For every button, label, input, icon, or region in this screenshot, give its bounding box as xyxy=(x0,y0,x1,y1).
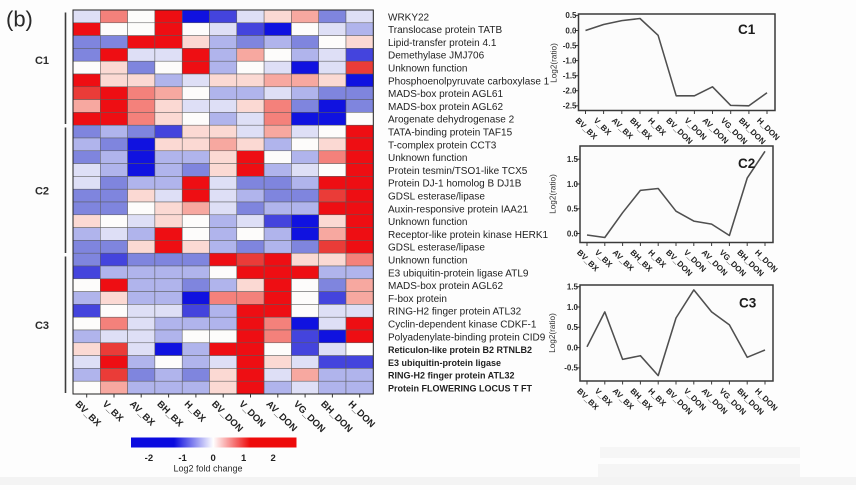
svg-text:-2.5: -2.5 xyxy=(563,102,577,111)
svg-text:C1: C1 xyxy=(738,22,756,37)
svg-text:Receptor-like protein kinase H: Receptor-like protein kinase HERK1 xyxy=(388,230,549,241)
svg-text:MADS-box protein AGL62: MADS-box protein AGL62 xyxy=(388,281,503,292)
svg-text:Phosphoenolpyruvate carboxylas: Phosphoenolpyruvate carboxylase 1 xyxy=(388,76,550,87)
svg-text:-0.5: -0.5 xyxy=(563,41,577,50)
svg-text:T-complex protein CCT3: T-complex protein CCT3 xyxy=(388,140,497,151)
svg-text:Reticulon-like protein B2 RTNL: Reticulon-like protein B2 RTNLB2 xyxy=(388,345,532,355)
svg-text:GDSL esterase/lipase: GDSL esterase/lipase xyxy=(388,243,485,254)
svg-text:TATA-binding protein TAF15: TATA-binding protein TAF15 xyxy=(388,128,513,139)
svg-text:2: 2 xyxy=(271,453,276,464)
svg-text:Cyclin-dependent kinase CDKF-1: Cyclin-dependent kinase CDKF-1 xyxy=(388,320,537,331)
svg-text:Log2(ratio): Log2(ratio) xyxy=(550,43,559,83)
svg-text:Log2(ratio): Log2(ratio) xyxy=(549,174,558,214)
svg-text:(b): (b) xyxy=(6,7,33,32)
svg-text:-2.0: -2.0 xyxy=(563,87,577,96)
svg-text:Protein FLOWERING LOCUS T FT: Protein FLOWERING LOCUS T FT xyxy=(388,384,532,394)
svg-text:RING-H2 finger protein ATL32: RING-H2 finger protein ATL32 xyxy=(388,307,522,318)
svg-text:MADS-box protein AGL62: MADS-box protein AGL62 xyxy=(388,102,503,113)
svg-text:0.5: 0.5 xyxy=(567,323,579,332)
svg-text:-0.5: -0.5 xyxy=(564,364,578,373)
svg-text:1.5: 1.5 xyxy=(567,155,579,164)
svg-text:0.0: 0.0 xyxy=(567,229,579,238)
svg-text:0.0: 0.0 xyxy=(565,26,577,35)
svg-text:Demethylase JMJ706: Demethylase JMJ706 xyxy=(388,51,485,62)
svg-text:1.5: 1.5 xyxy=(567,283,579,292)
svg-text:-1: -1 xyxy=(178,453,187,464)
svg-text:E3 ubiquitin-protein ligase: E3 ubiquitin-protein ligase xyxy=(388,358,501,368)
svg-text:Unknown function: Unknown function xyxy=(388,256,468,267)
svg-text:Polyadenylate-binding protein: Polyadenylate-binding protein CID9 xyxy=(388,332,546,343)
svg-text:Lipid-transfer protein 4.1: Lipid-transfer protein 4.1 xyxy=(388,38,497,49)
svg-text:Translocase protein TATB: Translocase protein TATB xyxy=(388,25,502,36)
svg-text:Protein tesmin/TSO1-like TCX5: Protein tesmin/TSO1-like TCX5 xyxy=(388,166,528,177)
svg-text:C1: C1 xyxy=(35,55,49,67)
svg-text:WRKY22: WRKY22 xyxy=(388,12,430,23)
svg-text:GDSL esterase/lipase: GDSL esterase/lipase xyxy=(388,192,485,203)
svg-text:Auxin-responsive protein IAA21: Auxin-responsive protein IAA21 xyxy=(388,204,529,215)
svg-text:RING-H2 finger protein ATL32: RING-H2 finger protein ATL32 xyxy=(388,371,515,381)
svg-text:0.0: 0.0 xyxy=(567,343,579,352)
svg-text:1.0: 1.0 xyxy=(567,180,579,189)
svg-text:C3: C3 xyxy=(35,320,49,332)
svg-text:MADS-box protein AGL61: MADS-box protein AGL61 xyxy=(388,89,503,100)
svg-text:Unknown function: Unknown function xyxy=(388,217,468,228)
svg-text:Unknown function: Unknown function xyxy=(388,64,468,75)
svg-text:-1.5: -1.5 xyxy=(563,72,577,81)
svg-text:E3 ubiquitin-protein ligase AT: E3 ubiquitin-protein ligase ATL9 xyxy=(388,268,529,279)
svg-text:0.5: 0.5 xyxy=(567,205,579,214)
svg-text:0.5: 0.5 xyxy=(565,11,577,20)
svg-text:1.0: 1.0 xyxy=(567,303,579,312)
svg-text:C2: C2 xyxy=(35,186,49,198)
svg-text:Log2(ratio): Log2(ratio) xyxy=(548,313,557,353)
svg-text:Log2 fold change: Log2 fold change xyxy=(173,464,242,474)
svg-text:-2: -2 xyxy=(145,453,153,464)
svg-text:F-box protein: F-box protein xyxy=(388,294,447,305)
svg-text:1: 1 xyxy=(241,453,247,464)
svg-text:C3: C3 xyxy=(739,296,757,311)
svg-text:Unknown function: Unknown function xyxy=(388,153,468,164)
svg-text:Arogenate dehydrogenase 2: Arogenate dehydrogenase 2 xyxy=(388,115,515,126)
svg-text:0: 0 xyxy=(211,453,216,464)
svg-text:Protein DJ-1 homolog B DJ1B: Protein DJ-1 homolog B DJ1B xyxy=(388,179,522,190)
svg-text:C2: C2 xyxy=(738,156,755,171)
svg-text:-1.0: -1.0 xyxy=(563,56,577,65)
